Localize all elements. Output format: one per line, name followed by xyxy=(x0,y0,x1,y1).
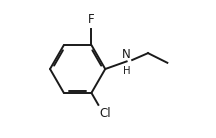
Text: H: H xyxy=(123,66,130,76)
Text: F: F xyxy=(88,14,95,26)
Text: N: N xyxy=(122,48,131,61)
Text: Cl: Cl xyxy=(100,107,111,120)
